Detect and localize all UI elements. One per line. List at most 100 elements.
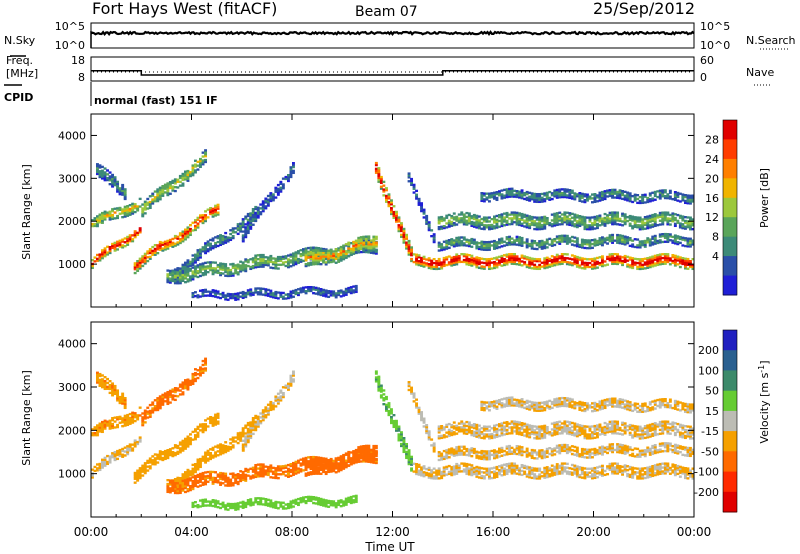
velocity-cell [201,475,205,479]
power-cell [684,259,687,262]
power-cell [269,196,273,199]
power-cell [686,198,690,201]
power-cell [93,224,97,228]
velocity-cell [266,403,270,406]
power-cell [307,250,311,254]
power-cell [126,208,130,212]
power-cell [123,207,127,211]
velocity-cell [113,458,117,462]
power-cell [668,235,672,238]
power-cell [651,217,655,221]
power-cell [256,254,260,257]
power-cell [648,198,652,201]
power-cell [628,224,632,227]
power-cell [633,245,637,249]
power-cell [173,189,177,193]
power-cell [194,295,197,298]
power-cell [91,259,94,262]
power-cell [588,224,592,227]
nave-label: Nave [746,66,774,79]
velocity-cell [204,359,208,362]
power-cell [553,189,557,192]
power-cell [261,265,265,268]
velocity-cell [101,386,104,389]
velocity-heatmap [91,357,695,511]
power-cell [550,242,554,246]
power-cell [256,216,260,219]
power-cell [570,220,574,223]
power-cell [684,195,687,199]
power-cell [216,211,220,214]
velocity-cell [314,468,318,471]
power-cell [575,216,579,219]
power-cell [209,207,213,210]
velocity-cell [271,476,275,479]
power-cell [663,196,667,200]
velocity-cell [108,425,112,428]
velocity-cell [181,479,185,483]
power-cell [204,267,208,270]
power-cell [490,196,494,199]
power-cell [344,256,348,259]
power-cell [379,179,383,183]
velocity-cell [292,471,295,474]
power-cell [181,176,185,180]
velocity-cell [196,458,200,461]
power-cell [545,218,549,222]
power-cell [357,250,361,253]
power-cell [128,209,132,213]
power-cell [216,271,220,274]
power-cell [397,216,401,219]
power-cell [221,262,225,266]
power-cell [520,254,524,257]
velocity-cell [372,461,376,464]
power-cell [259,255,263,259]
power-cell [628,200,632,203]
power-cell [374,171,378,174]
power-cell [621,190,625,193]
power-cell [184,281,187,284]
power-cell [601,194,604,198]
power-cell [601,238,604,241]
velocity-cell [281,472,285,476]
power-cell [189,229,192,233]
power-cell [643,245,647,248]
power-cell [485,192,489,195]
power-cell [292,254,295,257]
power-cell [495,245,499,248]
power-cell [216,237,220,240]
power-cell [93,222,97,226]
power-cell [488,248,491,251]
power-cell [673,262,677,265]
power-cell [101,251,104,254]
power-cell [641,259,645,263]
power-cell [520,212,524,216]
velocity-cell [168,487,172,490]
power-cell [181,263,185,267]
power-cell [498,190,501,193]
power-cell [643,241,647,245]
power-cell [264,290,268,293]
power-cell [407,180,411,183]
power-cell [480,197,484,201]
power-cell [158,196,162,199]
power-cell [518,243,522,247]
velocity-cell [178,383,182,386]
power-cell [259,213,263,216]
power-cell [636,265,640,269]
power-cell [450,258,454,261]
power-cell [598,218,602,221]
velocity-cell [344,453,348,456]
power-cell [432,238,436,242]
power-cell [123,213,127,216]
power-cell [488,216,491,219]
power-cell [229,293,233,296]
power-cell [530,217,534,221]
power-cell [565,211,569,214]
power-cell [596,196,599,199]
velocity-cell [168,389,172,393]
power-cell [656,241,660,245]
power-cell [621,193,625,197]
power-cell [317,249,321,252]
velocity-cell [297,467,300,470]
